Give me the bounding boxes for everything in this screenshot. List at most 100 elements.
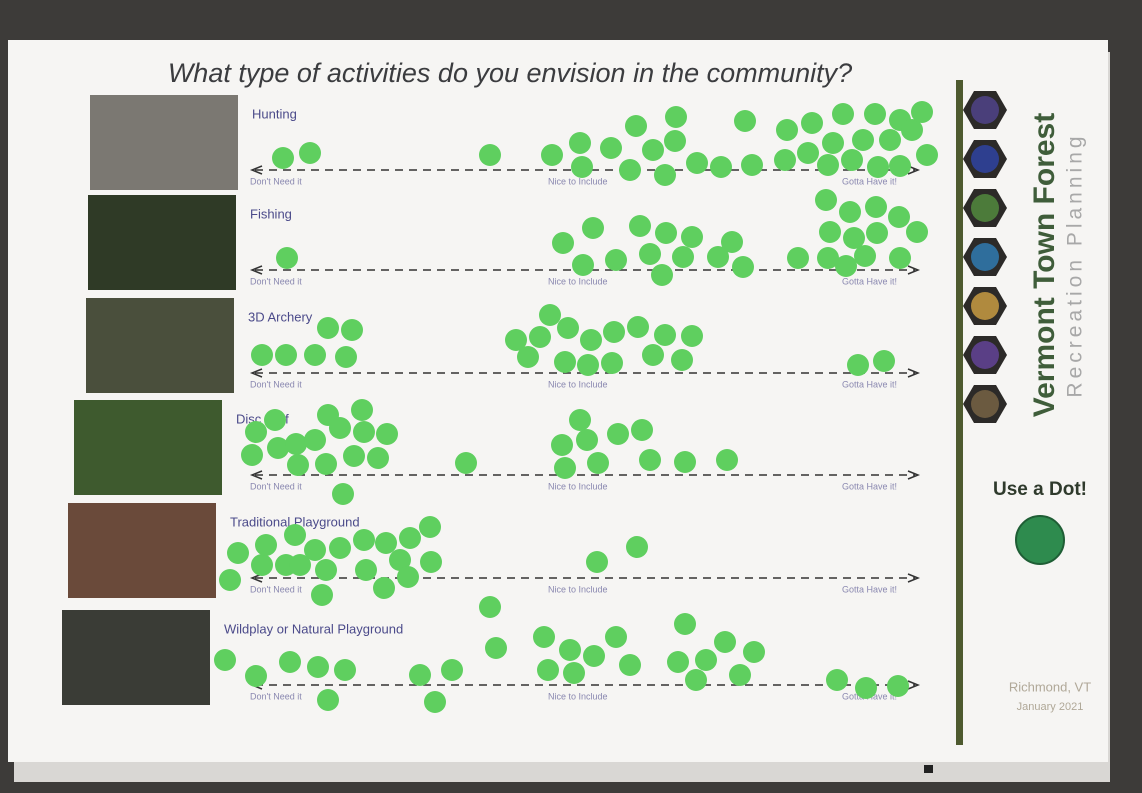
vote-dot [569, 409, 591, 431]
vote-dot [455, 452, 477, 474]
vote-dot [888, 206, 910, 228]
activity-photo [90, 95, 238, 190]
vote-dot [835, 255, 857, 277]
vote-dot [485, 637, 507, 659]
activity-label: Traditional Playground [230, 514, 360, 529]
vote-dot [603, 321, 625, 343]
vote-dot [843, 227, 865, 249]
vote-dot [264, 409, 286, 431]
location: Richmond, VT [1009, 679, 1091, 694]
vote-dot [409, 664, 431, 686]
vote-dot [219, 569, 241, 591]
vote-dot [714, 631, 736, 653]
vote-dot [367, 447, 389, 469]
vote-dot [505, 329, 527, 351]
vote-dot [686, 152, 708, 174]
vote-dot [716, 449, 738, 471]
activity-label: Wildplay or Natural Playground [224, 621, 403, 636]
vote-dot [569, 132, 591, 154]
vote-dot [776, 119, 798, 141]
activity-photo [68, 503, 216, 598]
vote-dot [214, 649, 236, 671]
vote-dot [817, 154, 839, 176]
vote-dot [255, 534, 277, 556]
scale-label: Nice to Include [548, 691, 608, 701]
activity-label: 3D Archery [248, 309, 313, 324]
vote-dot [533, 626, 555, 648]
vote-dot [667, 651, 689, 673]
vote-dot [654, 164, 676, 186]
vote-dot [732, 256, 754, 278]
vote-dot [873, 350, 895, 372]
vote-dot [272, 147, 294, 169]
activity-label: Hunting [252, 106, 297, 121]
vote-dot [353, 421, 375, 443]
vote-dot [329, 417, 351, 439]
scale-label: Nice to Include [548, 481, 608, 491]
arrow-left [249, 368, 263, 378]
vote-dot [889, 247, 911, 269]
vote-dot [551, 434, 573, 456]
vote-dot [651, 264, 673, 286]
vote-dot [625, 115, 647, 137]
icon [971, 243, 999, 271]
scale-label: Gotta Have it! [842, 276, 897, 286]
activity-photo [74, 400, 222, 495]
vote-dot [866, 222, 888, 244]
vote-dot [695, 649, 717, 671]
vote-dot [839, 201, 861, 223]
date: January 2021 [1017, 701, 1084, 713]
vote-dot [329, 537, 351, 559]
vote-dot [819, 221, 841, 243]
vote-dot [529, 326, 551, 348]
scale-label: Nice to Include [548, 379, 608, 389]
arrow-left [249, 265, 263, 275]
vote-dot [304, 344, 326, 366]
vote-dot [517, 346, 539, 368]
vote-dot [629, 215, 651, 237]
vote-dot [245, 665, 267, 687]
vote-dot [541, 144, 563, 166]
vote-dot [317, 689, 339, 711]
arrow-right [907, 165, 921, 175]
vote-dot [774, 149, 796, 171]
vote-dot [619, 654, 641, 676]
vote-dot [664, 130, 686, 152]
icon [971, 145, 999, 173]
vote-dot [889, 155, 911, 177]
vote-dot [557, 317, 579, 339]
vote-dot [315, 559, 337, 581]
scale-label: Gotta Have it! [842, 176, 897, 186]
vote-dot [285, 433, 307, 455]
vote-dot [639, 243, 661, 265]
vote-dot [251, 554, 273, 576]
scale-label: Nice to Include [548, 584, 608, 594]
icon [971, 96, 999, 124]
vote-dot [674, 451, 696, 473]
vote-dot [279, 651, 301, 673]
vote-dot [855, 677, 877, 699]
vote-dot [559, 639, 581, 661]
vote-dot [665, 106, 687, 128]
vote-dot [287, 454, 309, 476]
vote-dot [424, 691, 446, 713]
vote-dot [916, 144, 938, 166]
vote-dot [605, 626, 627, 648]
vote-dot [353, 529, 375, 551]
activity-rows: Hunting Don't Need it Nice to Include Gotta… [62, 95, 921, 705]
vote-dot [343, 445, 365, 467]
icon [971, 390, 999, 418]
vote-dot [577, 354, 599, 376]
vote-dot [341, 319, 363, 341]
vote-dot [580, 329, 602, 351]
vote-dot [822, 132, 844, 154]
vote-dot [251, 344, 273, 366]
vote-dot [335, 346, 357, 368]
vote-dot [826, 669, 848, 691]
vote-dot [734, 110, 756, 132]
vote-dot [674, 613, 696, 635]
vote-dot [600, 137, 622, 159]
vote-dot [304, 429, 326, 451]
vote-dot [605, 249, 627, 271]
vote-dot [864, 103, 886, 125]
